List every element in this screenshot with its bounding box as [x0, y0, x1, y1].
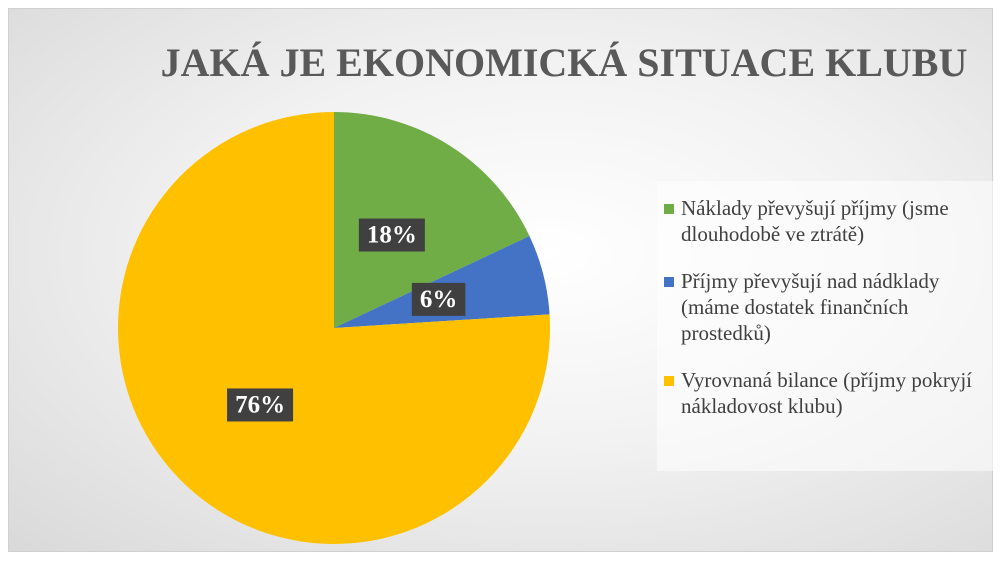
legend-entry: Náklady převyšují příjmy (jsme dlouhodob… — [664, 195, 989, 247]
data-label-group: 18% — [358, 218, 425, 252]
data-label-box — [358, 218, 425, 252]
data-label-box — [411, 282, 466, 316]
data-label-group: 6% — [411, 282, 466, 316]
legend-label: Příjmy převyšují nad nádklady (máme dost… — [681, 269, 940, 345]
pie-slice — [118, 112, 551, 544]
chart-title: JAKÁ JE EKONOMICKÁ SITUACE KLUBU — [160, 40, 968, 85]
chart-area: 18% 6% 76% JAKÁ JE EKONOMICKÁ SITUACE KLUB… — [8, 8, 997, 552]
pie-slice — [334, 236, 550, 328]
data-label: 6% — [420, 286, 458, 313]
legend-label: Vyrovnaná bilance (příjmy pokryjí náklad… — [681, 368, 973, 418]
legend-marker — [664, 376, 674, 386]
data-label: 18% — [367, 222, 417, 249]
legend: Náklady převyšují příjmy (jsme dlouhodob… — [657, 181, 997, 471]
data-label-group: 76% — [227, 388, 294, 422]
legend-label: Náklady převyšují příjmy (jsme dlouhodob… — [681, 196, 949, 246]
legend-marker — [664, 204, 674, 214]
data-label-box — [227, 388, 294, 422]
legend-entry: Vyrovnaná bilance (příjmy pokryjí náklad… — [664, 367, 989, 419]
pie-chart: 18% 6% 76% — [118, 112, 551, 544]
legend-marker — [664, 277, 674, 287]
pie-slice — [334, 112, 530, 328]
data-label: 76% — [235, 391, 285, 418]
legend-entry: Příjmy převyšují nad nádklady (máme dost… — [664, 268, 989, 346]
